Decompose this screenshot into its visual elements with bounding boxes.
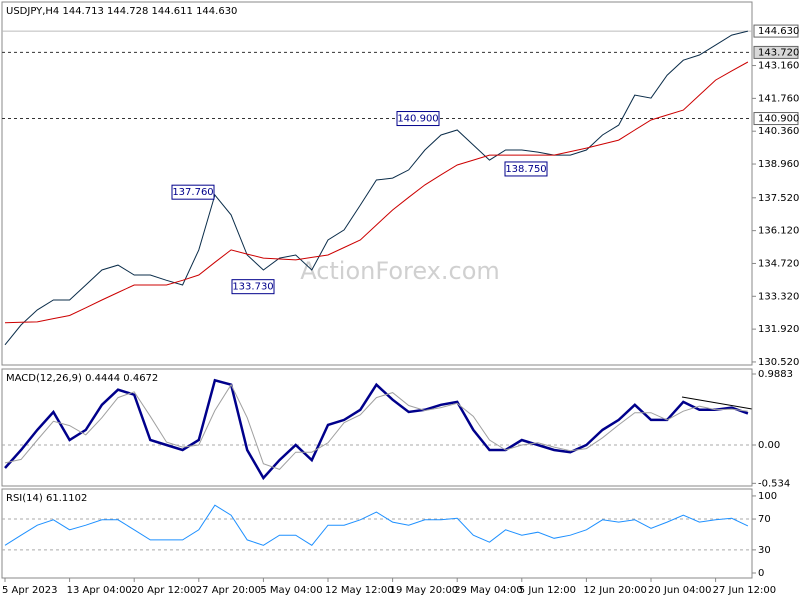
panel-title: RSI(14) 61.1102 xyxy=(6,493,87,504)
y-tick-label: 143.160 xyxy=(758,61,799,72)
x-tick-label: 20 Jun 04:00 xyxy=(648,585,712,596)
y-tick-label: 0.9883 xyxy=(758,369,793,380)
series-line xyxy=(4,30,749,346)
x-tick-label: 5 Apr 2023 xyxy=(2,585,57,596)
watermark: ActionForex.com xyxy=(300,257,500,285)
panel-frame xyxy=(1,1,753,366)
annotation-box xyxy=(396,111,440,127)
level-label: 144.630 xyxy=(758,26,799,37)
y-tick-label: 0.00 xyxy=(758,440,780,451)
y-tick-label: 70 xyxy=(758,514,771,525)
y-tick-label: 133.320 xyxy=(758,291,799,302)
x-tick-label: 12 Jun 20:00 xyxy=(583,585,647,596)
x-tick-label: 29 May 04:00 xyxy=(454,585,523,596)
y-tick-label: 0 xyxy=(758,568,764,579)
annotation-label: 133.730 xyxy=(232,282,273,293)
y-tick-label: 100 xyxy=(758,491,777,502)
level-box xyxy=(753,24,799,38)
annotation-label: 140.900 xyxy=(397,114,438,125)
y-tick-label: 130.520 xyxy=(758,357,799,368)
series-line xyxy=(4,383,748,470)
y-tick-label: 138.960 xyxy=(758,159,799,170)
level-box xyxy=(753,112,799,126)
annotation-label: 137.760 xyxy=(172,187,213,198)
level-label: 143.720 xyxy=(758,47,799,58)
y-tick-label: -0.534 xyxy=(758,478,790,489)
y-tick-label: 136.120 xyxy=(758,226,799,237)
annotation-box xyxy=(171,184,215,200)
x-tick-label: 12 May 12:00 xyxy=(325,585,394,596)
series-line xyxy=(4,504,749,546)
level-label: 140.900 xyxy=(758,114,799,125)
y-tick-label: 137.520 xyxy=(758,193,799,204)
y-tick-label: 134.720 xyxy=(758,258,799,269)
x-tick-label: 27 Jun 12:00 xyxy=(713,585,777,596)
x-tick-label: 19 May 20:00 xyxy=(390,585,459,596)
y-tick-label: 30 xyxy=(758,545,771,556)
annotation-box xyxy=(504,161,548,177)
x-tick-label: 13 Apr 04:00 xyxy=(67,585,132,596)
trend-line xyxy=(681,396,753,410)
series-line xyxy=(4,378,749,481)
x-tick-label: 27 Apr 20:00 xyxy=(196,585,261,596)
series-line xyxy=(4,61,749,324)
panel-frame xyxy=(1,488,753,579)
panel-title: MACD(12,26,9) 0.4444 0.4672 xyxy=(6,373,158,384)
y-tick-label: 131.920 xyxy=(758,324,799,335)
x-tick-label: 5 May 04:00 xyxy=(260,585,322,596)
annotation-box xyxy=(231,279,275,295)
y-tick-label: 141.760 xyxy=(758,93,799,104)
y-tick-label: 140.360 xyxy=(758,126,799,137)
annotation-label: 138.750 xyxy=(505,164,546,175)
level-box xyxy=(753,45,799,59)
x-tick-label: 20 Apr 12:00 xyxy=(131,585,196,596)
panel-frame xyxy=(1,368,753,487)
x-tick-label: 5 Jun 12:00 xyxy=(519,585,576,596)
panel-title: USDJPY,H4 144.713 144.728 144.611 144.63… xyxy=(6,6,237,17)
